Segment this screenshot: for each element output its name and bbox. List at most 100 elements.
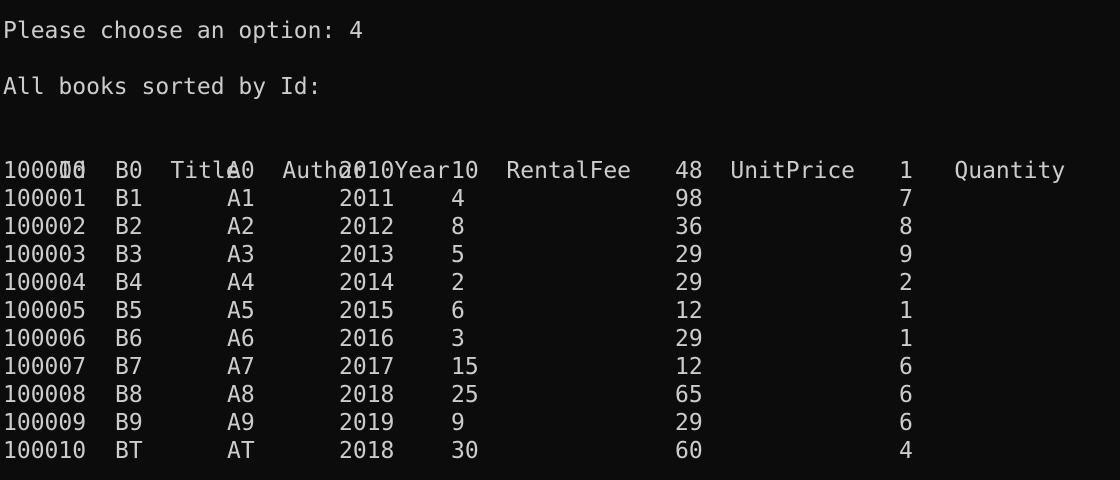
cell-rental-fee: 8 — [451, 214, 465, 240]
terminal-output[interactable]: Please choose an option: 4 All books sor… — [3, 0, 1113, 479]
cell-title: B1 — [115, 186, 143, 212]
cell-year: 2018 — [339, 438, 395, 464]
cell-quantity: 1 — [899, 326, 913, 352]
cell-rental-fee: 25 — [451, 382, 479, 408]
cell-author: A7 — [227, 354, 255, 380]
cell-author: A3 — [227, 242, 255, 268]
cell-unit-price: 98 — [675, 186, 703, 212]
cell-quantity: 4 — [899, 438, 913, 464]
cell-year: 2011 — [339, 186, 395, 212]
cell-year: 2012 — [339, 214, 395, 240]
cell-author: A1 — [227, 186, 255, 212]
truncated-line — [3, 0, 1113, 17]
cell-unit-price: 29 — [675, 242, 703, 268]
cell-id: 100005 — [3, 298, 87, 324]
cell-unit-price: 29 — [675, 270, 703, 296]
cell-quantity: 1 — [899, 298, 913, 324]
cell-id: 100002 — [3, 214, 87, 240]
cell-quantity: 1 — [899, 158, 913, 184]
table-row: 100002 B2 A2 2012 8 36 8 — [3, 213, 1113, 241]
cell-unit-price: 29 — [675, 326, 703, 352]
cell-unit-price: 65 — [675, 382, 703, 408]
table-row: 100008 B8 A8 2018 25 65 6 — [3, 381, 1113, 409]
table-row: 100005 B5 A5 2015 6 12 1 — [3, 297, 1113, 325]
cell-author: A8 — [227, 382, 255, 408]
cell-year: 2017 — [339, 354, 395, 380]
cell-rental-fee: 10 — [451, 158, 479, 184]
cell-unit-price: 36 — [675, 214, 703, 240]
cell-unit-price: 12 — [675, 298, 703, 324]
cell-year: 2013 — [339, 242, 395, 268]
cell-rental-fee: 2 — [451, 270, 465, 296]
cell-rental-fee: 3 — [451, 326, 465, 352]
option-prompt: Please choose an option: 4 — [3, 18, 364, 44]
cell-id: 100008 — [3, 382, 87, 408]
cell-quantity: 6 — [899, 354, 913, 380]
cell-year: 2015 — [339, 298, 395, 324]
table-row: 100006 B6 A6 2016 3 29 1 — [3, 325, 1113, 353]
cell-id: 100006 — [3, 326, 87, 352]
cell-year: 2019 — [339, 410, 395, 436]
table-row: 100007 B7 A7 2017 15 12 6 — [3, 353, 1113, 381]
cell-quantity: 6 — [899, 382, 913, 408]
book-table-body: 100000 B0 A0 2010 10 48 1 100001 B1 A1 2011 4 98 7 100… — [3, 157, 1113, 465]
table-row: 100004 B4 A4 2014 2 29 2 — [3, 269, 1113, 297]
table-row: 100010 BT AT 2018 30 60 4 — [3, 437, 1113, 465]
cell-rental-fee: 15 — [451, 354, 479, 380]
cell-title: BT — [115, 438, 143, 464]
cell-unit-price: 12 — [675, 354, 703, 380]
column-header-year: Year — [394, 158, 450, 184]
cell-rental-fee: 9 — [451, 410, 465, 436]
cell-title: B7 — [115, 354, 143, 380]
column-header-rental-fee: RentalFee — [506, 158, 632, 184]
blank-line — [3, 45, 1113, 73]
table-row: 100000 B0 A0 2010 10 48 1 — [3, 157, 1113, 185]
cell-unit-price: 48 — [675, 158, 703, 184]
cell-year: 2016 — [339, 326, 395, 352]
cell-id: 100000 — [3, 158, 87, 184]
cell-author: A0 — [227, 158, 255, 184]
cell-id: 100004 — [3, 270, 87, 296]
cell-rental-fee: 6 — [451, 298, 465, 324]
column-header-quantity: Quantity — [954, 158, 1066, 184]
cell-quantity: 9 — [899, 242, 913, 268]
column-header-unit-price: UnitPrice — [730, 158, 856, 184]
cell-title: B6 — [115, 326, 143, 352]
blank-line — [3, 101, 1113, 129]
cell-id: 100001 — [3, 186, 87, 212]
cell-quantity: 6 — [899, 410, 913, 436]
cell-title: B8 — [115, 382, 143, 408]
cell-author: A4 — [227, 270, 255, 296]
cell-unit-price: 29 — [675, 410, 703, 436]
table-row: 100001 B1 A1 2011 4 98 7 — [3, 185, 1113, 213]
cell-id: 100003 — [3, 242, 87, 268]
cell-title: B9 — [115, 410, 143, 436]
cell-author: A2 — [227, 214, 255, 240]
cell-quantity: 8 — [899, 214, 913, 240]
column-header-id: Id — [58, 158, 87, 184]
cell-quantity: 2 — [899, 270, 913, 296]
cell-title: B3 — [115, 242, 143, 268]
cell-id: 100007 — [3, 354, 87, 380]
cell-author: A9 — [227, 410, 255, 436]
list-heading: All books sorted by Id: — [3, 74, 322, 100]
cell-rental-fee: 4 — [451, 186, 465, 212]
cell-rental-fee: 5 — [451, 242, 465, 268]
cell-year: 2018 — [339, 382, 395, 408]
cell-id: 100009 — [3, 410, 87, 436]
cell-title: B4 — [115, 270, 143, 296]
table-row: 100003 B3 A3 2013 5 29 9 — [3, 241, 1113, 269]
table-header: Id Title Author Year RentalFee UnitPrice Quant… — [3, 129, 1113, 184]
cell-author: AT — [227, 438, 255, 464]
cell-title: B2 — [115, 214, 143, 240]
cell-title: B0 — [115, 158, 143, 184]
cell-id: 100010 — [3, 438, 87, 464]
cell-rental-fee: 30 — [451, 438, 479, 464]
table-row: 100009 B9 A9 2019 9 29 6 — [3, 409, 1113, 437]
column-header-author: Author — [282, 158, 366, 184]
cell-year: 2014 — [339, 270, 395, 296]
cell-unit-price: 60 — [675, 438, 703, 464]
cell-author: A5 — [227, 298, 255, 324]
cell-quantity: 7 — [899, 186, 913, 212]
cell-author: A6 — [227, 326, 255, 352]
